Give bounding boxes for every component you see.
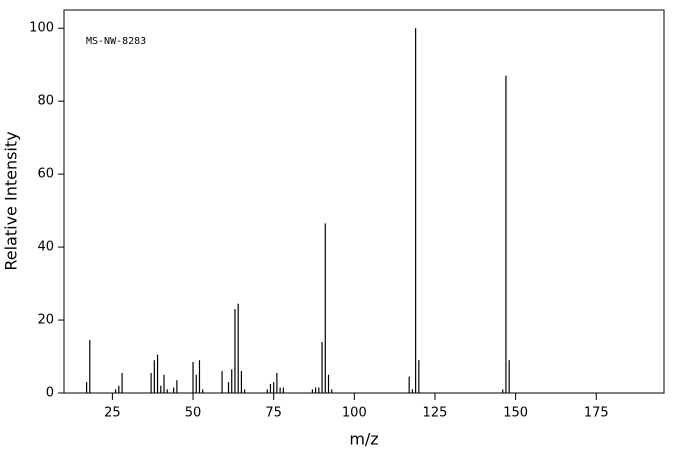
annotation: MS-NW-8283 [86,36,146,47]
y-tick-label: 60 [37,167,54,182]
x-tick-label: 150 [503,406,528,421]
x-tick-label: 175 [584,406,609,421]
x-axis-label: m/z [349,430,378,449]
x-tick-label: 50 [185,406,202,421]
y-tick-label: 40 [37,240,54,255]
y-axis-label: Relative Intensity [2,131,21,270]
x-tick-label: 25 [104,406,121,421]
y-tick-label: 100 [29,21,54,36]
y-tick-label: 20 [37,313,54,328]
x-tick-label: 75 [265,406,282,421]
y-tick-label: 0 [46,386,54,401]
x-tick-label: 100 [342,406,367,421]
x-tick-label: 125 [423,406,448,421]
y-tick-label: 80 [37,94,54,109]
plot-frame [63,9,665,394]
